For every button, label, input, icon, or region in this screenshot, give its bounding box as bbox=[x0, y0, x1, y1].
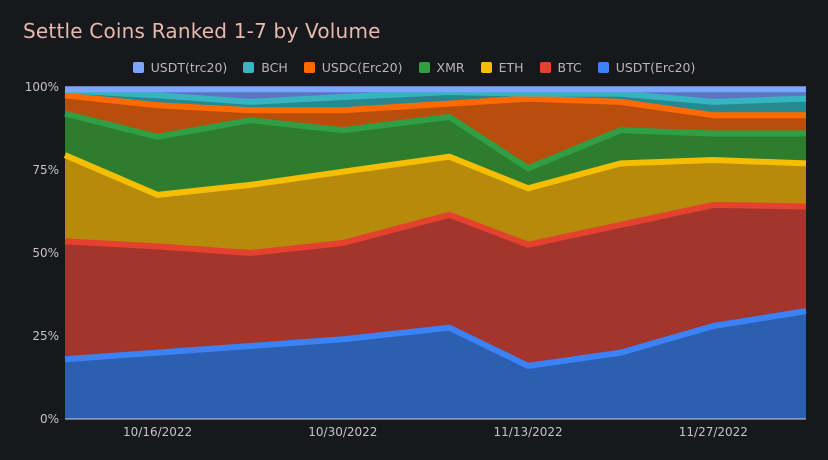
area-eth[interactable] bbox=[65, 155, 806, 253]
legend-item-usdt-erc20[interactable]: USDT(Erc20) bbox=[597, 60, 696, 75]
legend-item-btc[interactable]: BTC bbox=[539, 60, 582, 75]
legend-item-eth[interactable]: ETH bbox=[480, 60, 524, 75]
area-xmr[interactable] bbox=[65, 113, 806, 195]
legend-swatch bbox=[539, 62, 551, 73]
legend-item-usdt-trc20[interactable]: USDT(trc20) bbox=[132, 60, 228, 75]
x-tick-label: 10/16/2022 bbox=[123, 425, 192, 439]
x-tick-label: 10/30/2022 bbox=[308, 425, 377, 439]
legend-swatch bbox=[132, 62, 144, 73]
line-usdt-erc20 bbox=[64, 308, 807, 369]
area-usdc-erc20[interactable] bbox=[65, 95, 806, 169]
legend-item-xmr[interactable]: XMR bbox=[418, 60, 465, 75]
legend-swatch bbox=[303, 62, 315, 73]
legend-item-bch[interactable]: BCH bbox=[243, 60, 288, 75]
legend: USDT(trc20) BCH USDC(Erc20) XMR ETH BTC USDT(E… bbox=[0, 60, 828, 75]
area-btc[interactable] bbox=[65, 204, 806, 366]
area-usdt-erc20[interactable] bbox=[65, 311, 806, 419]
y-tick-label: 75% bbox=[32, 163, 59, 177]
legend-swatch bbox=[243, 62, 255, 73]
legend-item-usdc-erc20[interactable]: USDC(Erc20) bbox=[303, 60, 403, 75]
y-tick-label: 25% bbox=[32, 329, 59, 343]
legend-label: ETH bbox=[498, 60, 524, 75]
line-btc bbox=[64, 201, 807, 256]
line-xmr bbox=[64, 110, 806, 172]
legend-label: USDT(Erc20) bbox=[615, 60, 696, 75]
legend-label: USDC(Erc20) bbox=[321, 60, 403, 75]
legend-swatch bbox=[597, 62, 609, 73]
legend-label: BTC bbox=[557, 60, 582, 75]
x-tick-label: 11/13/2022 bbox=[494, 425, 563, 439]
y-tick-label: 50% bbox=[32, 246, 59, 260]
legend-label: XMR bbox=[436, 60, 465, 75]
legend-swatch bbox=[418, 62, 430, 73]
legend-label: BCH bbox=[261, 60, 288, 75]
chart-title: Settle Coins Ranked 1-7 by Volume bbox=[23, 19, 381, 43]
legend-swatch bbox=[480, 62, 492, 73]
y-tick-label: 0% bbox=[40, 412, 59, 426]
x-tick-label: 11/27/2022 bbox=[679, 425, 748, 439]
line-eth bbox=[63, 152, 807, 198]
line-usdc-erc20 bbox=[64, 92, 806, 119]
y-tick-label: 100% bbox=[25, 80, 59, 94]
legend-label: USDT(trc20) bbox=[150, 60, 228, 75]
